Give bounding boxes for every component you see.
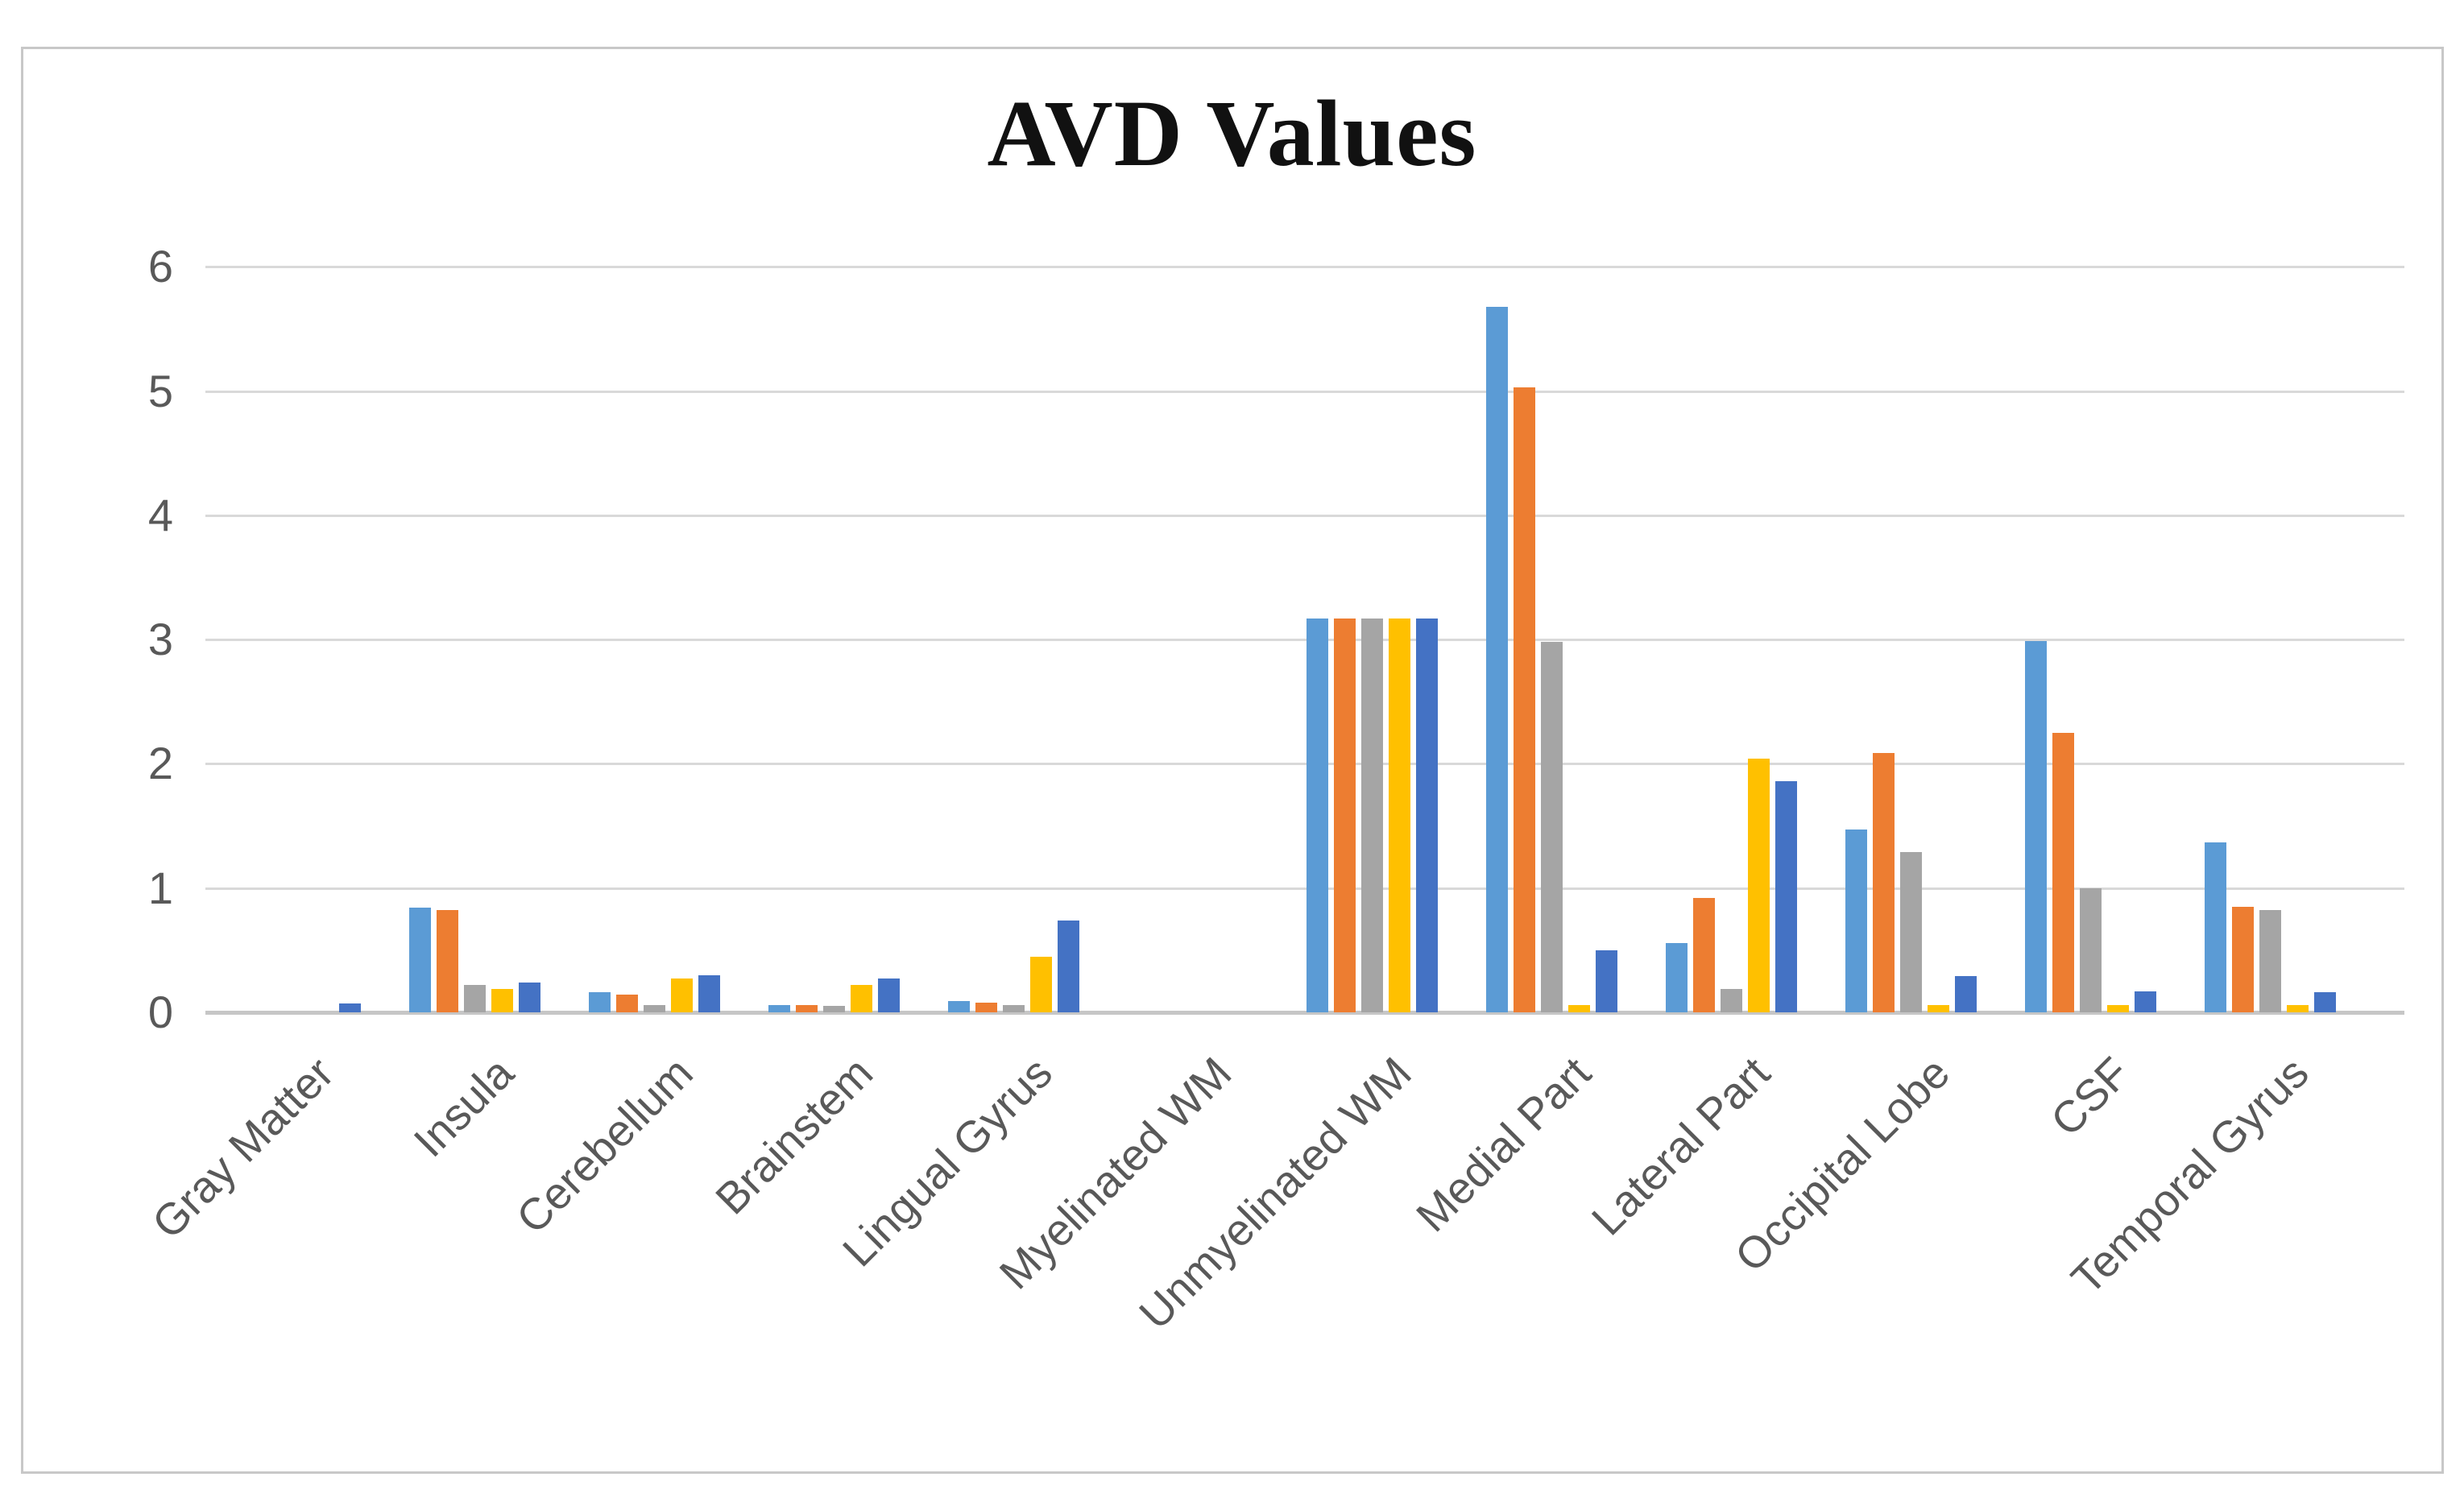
bar-light-blue (1486, 307, 1508, 1012)
bar-gray (1003, 1005, 1025, 1012)
bar-dark-blue (1596, 950, 1617, 1012)
bar-light-blue (589, 992, 611, 1012)
bar-yellow (1030, 957, 1052, 1012)
bar-orange (1334, 619, 1356, 1012)
gridline (205, 887, 2404, 890)
bar-dark-blue (339, 1003, 361, 1012)
bar-orange (796, 1005, 818, 1012)
bar-gray (2259, 910, 2281, 1012)
bar-dark-blue (698, 975, 720, 1012)
bar-light-blue (1666, 943, 1688, 1012)
y-axis-tick-label: 3 (147, 614, 173, 665)
y-axis-tick-label: 1 (147, 862, 173, 913)
bar-orange (616, 995, 638, 1012)
bar-light-blue (768, 1005, 790, 1012)
bar-orange (2232, 907, 2254, 1012)
y-axis-tick-label: 5 (147, 365, 173, 416)
bar-orange (975, 1003, 997, 1012)
x-axis-line (205, 1011, 2404, 1015)
bar-dark-blue (519, 983, 540, 1012)
y-axis-tick-label: 6 (147, 241, 173, 292)
bar-gray (1721, 989, 1742, 1012)
bar-gray (1361, 619, 1383, 1012)
y-axis-tick-label: 2 (147, 738, 173, 789)
bar-light-blue (948, 1001, 970, 1012)
bar-yellow (671, 978, 693, 1012)
bar-yellow (1568, 1005, 1590, 1012)
chart-title: AVD Values (987, 81, 1477, 186)
bar-dark-blue (1775, 781, 1797, 1012)
bar-gray (2080, 888, 2102, 1012)
bar-yellow (491, 989, 513, 1012)
bar-yellow (851, 985, 872, 1012)
y-axis-tick-label: 4 (147, 489, 173, 540)
bar-dark-blue (1955, 976, 1977, 1012)
bar-yellow (1928, 1005, 1949, 1012)
gridline (205, 763, 2404, 766)
bar-light-blue (2205, 842, 2226, 1012)
bar-dark-blue (1416, 619, 1438, 1012)
bar-light-blue (1307, 619, 1328, 1012)
bar-dark-blue (878, 978, 900, 1012)
bar-gray (823, 1006, 845, 1012)
bar-dark-blue (2135, 991, 2156, 1012)
bar-gray (644, 1005, 665, 1012)
y-axis-tick-label: 0 (147, 987, 173, 1037)
bar-light-blue (2025, 641, 2047, 1012)
gridline (205, 266, 2404, 269)
bar-orange (1693, 898, 1715, 1012)
gridline (205, 390, 2404, 393)
bar-light-blue (1845, 830, 1867, 1012)
bar-gray (1900, 852, 1922, 1012)
bar-yellow (1389, 619, 1410, 1012)
bar-dark-blue (2314, 992, 2336, 1012)
bar-gray (1541, 642, 1563, 1012)
bar-light-blue (409, 908, 431, 1012)
bar-orange (437, 910, 458, 1012)
gridline (205, 639, 2404, 642)
bar-yellow (1748, 759, 1770, 1012)
bar-yellow (2287, 1005, 2309, 1012)
bar-yellow (2107, 1005, 2129, 1012)
bar-orange (1514, 387, 1535, 1012)
gridline (205, 514, 2404, 517)
bar-orange (1873, 753, 1895, 1012)
bar-orange (2052, 733, 2074, 1012)
bar-dark-blue (1058, 921, 1079, 1012)
bar-gray (464, 985, 486, 1012)
